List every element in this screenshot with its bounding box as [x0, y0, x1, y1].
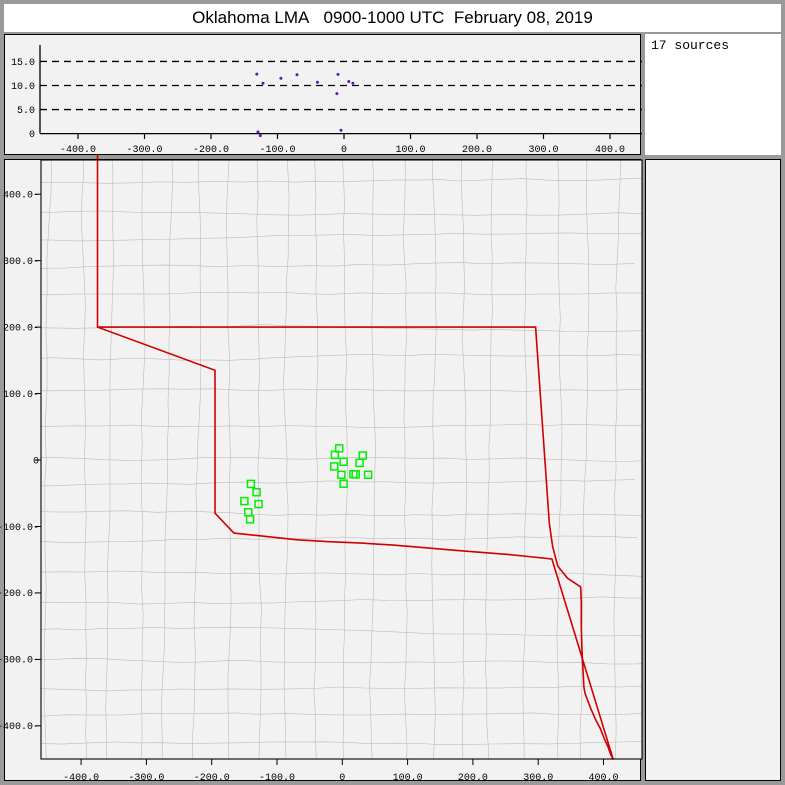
svg-text:100.0: 100.0 — [393, 773, 423, 784]
svg-text:-300.0: -300.0 — [126, 145, 162, 156]
svg-text:100.0: 100.0 — [395, 145, 425, 156]
svg-text:300.0-: 300.0- — [3, 257, 39, 268]
svg-text:-400.0: -400.0 — [63, 773, 99, 784]
svg-text:-100.0-: -100.0- — [0, 523, 39, 534]
svg-text:-400.0-: -400.0- — [0, 722, 39, 733]
svg-text:400.0: 400.0 — [588, 773, 618, 784]
svg-text:200.0-: 200.0- — [3, 323, 39, 334]
svg-text:0: 0 — [339, 773, 345, 784]
svg-text:-300.0: -300.0 — [128, 773, 164, 784]
svg-text:400.0-: 400.0- — [3, 191, 39, 202]
svg-text:-200.0: -200.0 — [193, 145, 229, 156]
svg-text:-100.0: -100.0 — [259, 773, 295, 784]
svg-text:0: 0 — [33, 456, 39, 467]
svg-text:0: 0 — [29, 130, 35, 141]
svg-text:-400.0: -400.0 — [60, 145, 96, 156]
svg-text:0: 0 — [341, 145, 347, 156]
svg-text:300.0: 300.0 — [523, 773, 553, 784]
svg-text:-200.0-: -200.0- — [0, 589, 39, 600]
svg-text:15.0: 15.0 — [11, 58, 35, 69]
svg-text:-200.0: -200.0 — [194, 773, 230, 784]
svg-text:200.0: 200.0 — [458, 773, 488, 784]
svg-text:-300.0-: -300.0- — [0, 656, 39, 667]
svg-text:-100.0: -100.0 — [259, 145, 295, 156]
svg-text:10.0: 10.0 — [11, 82, 35, 93]
svg-text:400.0: 400.0 — [595, 145, 625, 156]
svg-text:100.0-: 100.0- — [3, 390, 39, 401]
svg-text:5.0: 5.0 — [17, 106, 35, 117]
svg-text:300.0: 300.0 — [528, 145, 558, 156]
svg-text:200.0: 200.0 — [462, 145, 492, 156]
